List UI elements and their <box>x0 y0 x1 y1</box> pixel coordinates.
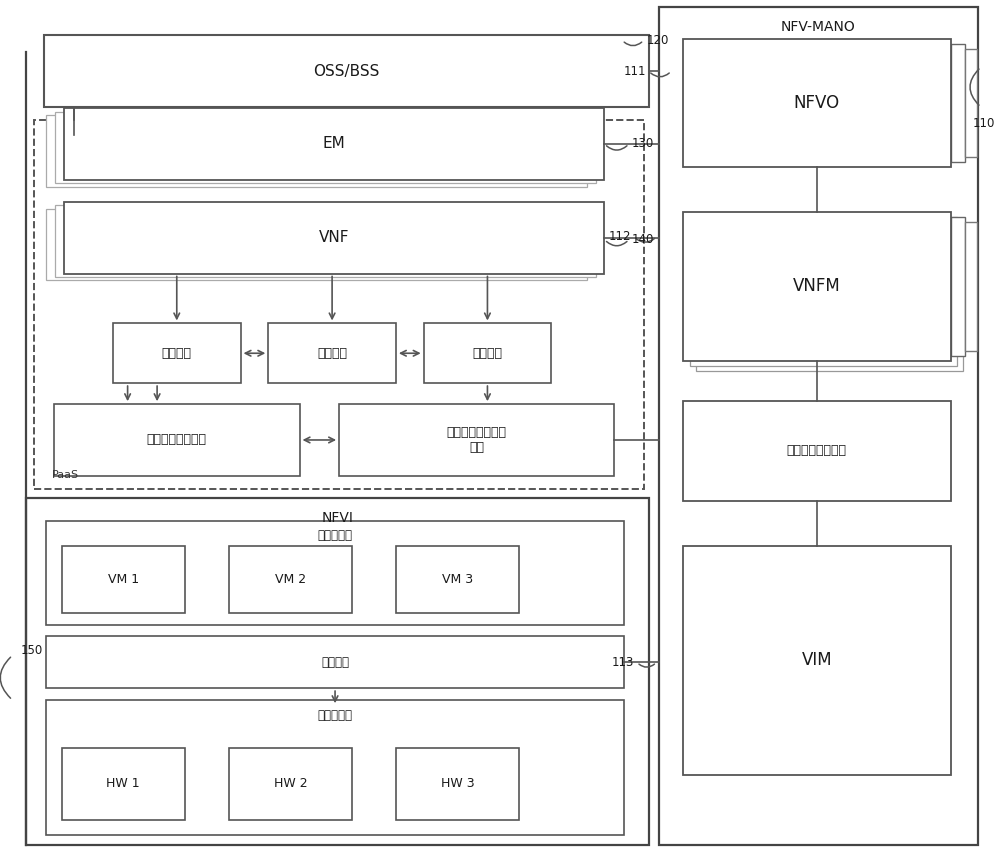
FancyBboxPatch shape <box>683 546 951 775</box>
FancyBboxPatch shape <box>659 8 978 845</box>
FancyBboxPatch shape <box>46 700 624 834</box>
Text: VM 1: VM 1 <box>108 573 139 586</box>
FancyBboxPatch shape <box>683 40 951 167</box>
FancyBboxPatch shape <box>339 404 614 476</box>
Text: 硬件资源层: 硬件资源层 <box>318 709 353 722</box>
Text: 公共服务: 公共服务 <box>317 347 347 360</box>
FancyBboxPatch shape <box>229 546 352 613</box>
Text: VNF: VNF <box>319 230 349 245</box>
Text: 140: 140 <box>632 233 654 246</box>
FancyBboxPatch shape <box>62 546 185 613</box>
FancyBboxPatch shape <box>683 212 951 362</box>
FancyBboxPatch shape <box>690 217 957 366</box>
FancyBboxPatch shape <box>951 217 965 356</box>
Text: NFVO: NFVO <box>794 94 840 112</box>
Text: OSS/BSS: OSS/BSS <box>313 64 380 78</box>
Text: VM 3: VM 3 <box>442 573 473 586</box>
Text: 容器基础设施服务: 容器基础设施服务 <box>147 433 207 447</box>
Text: 110: 110 <box>973 117 995 130</box>
Text: VNFM: VNFM <box>793 277 841 295</box>
FancyBboxPatch shape <box>965 49 977 157</box>
FancyBboxPatch shape <box>951 44 965 162</box>
FancyBboxPatch shape <box>396 748 519 820</box>
FancyBboxPatch shape <box>396 546 519 613</box>
Text: 服务管理: 服务管理 <box>472 347 502 360</box>
FancyBboxPatch shape <box>683 401 951 501</box>
Text: 111: 111 <box>623 65 646 77</box>
FancyBboxPatch shape <box>62 748 185 820</box>
Text: PaaS: PaaS <box>52 470 79 480</box>
Text: VIM: VIM <box>801 651 832 669</box>
FancyBboxPatch shape <box>64 201 604 274</box>
Text: 112: 112 <box>608 230 631 243</box>
Text: 虚拟化层: 虚拟化层 <box>321 656 349 669</box>
Text: HW 3: HW 3 <box>441 777 474 790</box>
FancyBboxPatch shape <box>424 324 551 383</box>
Text: 113: 113 <box>612 656 634 669</box>
FancyBboxPatch shape <box>46 636 624 688</box>
Text: NFV-MANO: NFV-MANO <box>781 21 856 34</box>
Text: 专用服务: 专用服务 <box>162 347 192 360</box>
FancyBboxPatch shape <box>64 108 604 180</box>
Text: VM 2: VM 2 <box>275 573 306 586</box>
FancyBboxPatch shape <box>55 205 596 277</box>
FancyBboxPatch shape <box>268 324 396 383</box>
FancyBboxPatch shape <box>965 221 977 351</box>
Text: 容器即服务管理器: 容器即服务管理器 <box>787 444 847 457</box>
FancyBboxPatch shape <box>44 35 649 107</box>
Text: NFVI: NFVI <box>322 511 353 524</box>
FancyBboxPatch shape <box>54 404 300 476</box>
FancyBboxPatch shape <box>46 521 624 625</box>
FancyBboxPatch shape <box>55 112 596 183</box>
Text: 120: 120 <box>647 34 669 46</box>
Text: HW 2: HW 2 <box>274 777 307 790</box>
Text: EM: EM <box>323 136 345 152</box>
FancyBboxPatch shape <box>46 208 587 281</box>
FancyBboxPatch shape <box>113 324 241 383</box>
FancyBboxPatch shape <box>26 498 649 845</box>
FancyBboxPatch shape <box>229 748 352 820</box>
Text: 虚拟资源层: 虚拟资源层 <box>318 530 353 542</box>
FancyBboxPatch shape <box>46 115 587 187</box>
Text: HW 1: HW 1 <box>106 777 140 790</box>
Text: 150: 150 <box>20 644 43 657</box>
Text: 容器基础设施服务
管理: 容器基础设施服务 管理 <box>447 426 507 454</box>
FancyBboxPatch shape <box>696 221 963 371</box>
Text: 130: 130 <box>632 138 654 151</box>
